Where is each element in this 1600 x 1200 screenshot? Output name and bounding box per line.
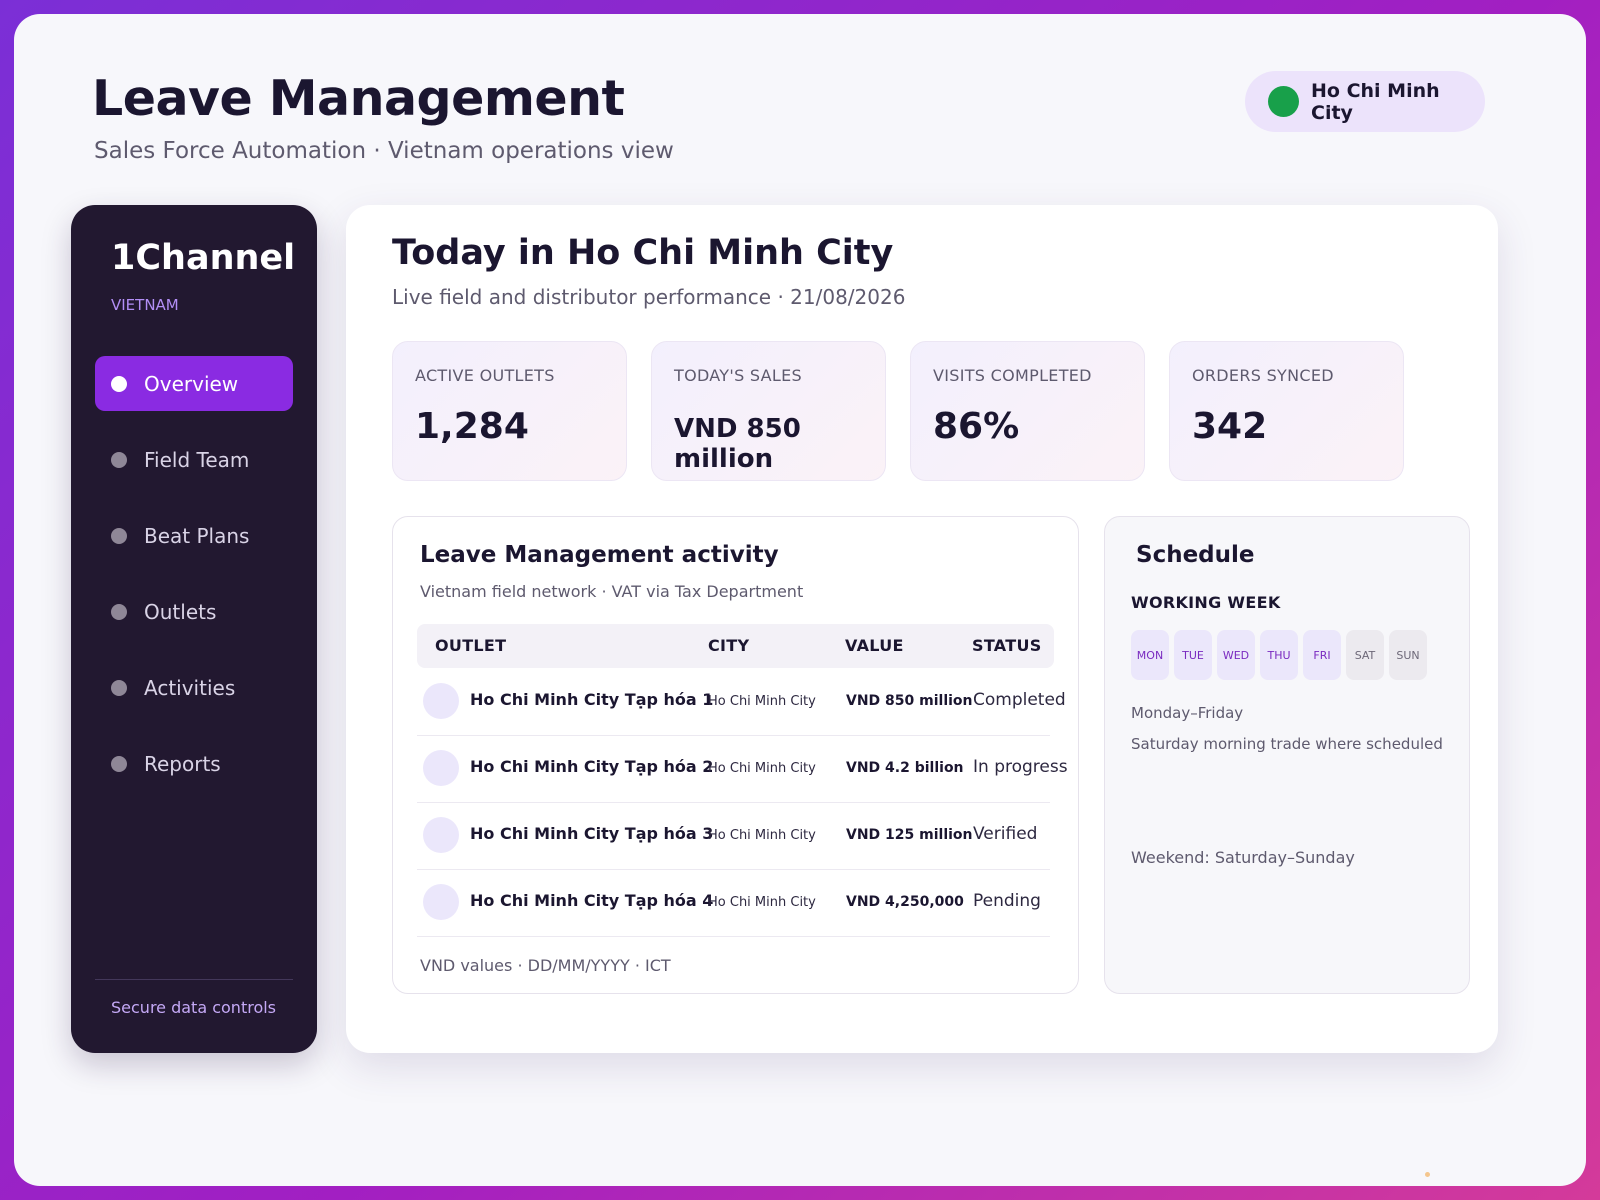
avatar [423,817,459,853]
column-header-outlet[interactable]: OUTLET [435,636,507,655]
status-dot-icon [1268,86,1299,117]
outlet-city: Ho Chi Minh City [708,761,816,776]
outlet-city: Ho Chi Minh City [708,694,816,709]
kpi-value: 1,284 [415,406,529,447]
kpi-label: TODAY'S SALES [674,366,803,385]
day-chip-sun[interactable]: SUN [1389,630,1427,680]
brand-country: VIETNAM [111,296,179,314]
kpi-card-todays-sales: TODAY'S SALES VND 850 million [651,341,886,481]
bullet-icon [111,451,127,468]
kpi-card-orders-synced: ORDERS SYNCED 342 [1169,341,1404,481]
kpi-value: 342 [1192,406,1268,447]
column-header-value[interactable]: VALUE [845,636,904,655]
sidebar-item-outlets[interactable]: Outlets [95,584,293,639]
kpi-label: ACTIVE OUTLETS [415,366,555,385]
sidebar-item-overview[interactable]: Overview [95,356,293,411]
kpi-card-active-outlets: ACTIVE OUTLETS 1,284 [392,341,627,481]
sidebar-item-label: Overview [144,371,239,396]
brand-logo-text: 1Channel [111,238,296,278]
main-title: Today in Ho Chi Minh City [392,233,894,273]
outlet-city: Ho Chi Minh City [708,828,816,843]
avatar [423,683,459,719]
schedule-panel: Schedule WORKING WEEK MON TUE WED THU FR… [1104,516,1470,994]
outlet-name: Ho Chi Minh City Tạp hóa 2 [470,757,714,776]
sidebar-item-field-team[interactable]: Field Team [95,432,293,487]
kpi-label: VISITS COMPLETED [933,366,1092,385]
day-chip-wed[interactable]: WED [1217,630,1255,680]
city-selector[interactable]: Ho Chi Minh City [1245,71,1485,132]
bullet-icon [111,375,127,392]
sidebar-item-label: Beat Plans [144,523,250,548]
table-footnote: VND values · DD/MM/YYYY · ICT [420,956,671,975]
column-header-city[interactable]: CITY [708,636,750,655]
outlet-value: VND 4.2 billion [846,760,964,776]
day-chip-mon[interactable]: MON [1131,630,1169,680]
outlet-name: Ho Chi Minh City Tạp hóa 4 [470,891,714,910]
bullet-icon [111,679,127,696]
sidebar-item-label: Outlets [144,599,217,624]
day-chip-thu[interactable]: THU [1260,630,1298,680]
app-frame: Leave Management Sales Force Automation … [14,14,1586,1186]
status-text: Completed [973,690,1066,710]
kpi-value: 86% [933,406,1020,447]
sidebar-item-beat-plans[interactable]: Beat Plans [95,508,293,563]
city-selector-label: Ho Chi Minh City [1311,79,1440,124]
sidebar-item-activities[interactable]: Activities [95,660,293,715]
bullet-icon [111,755,127,772]
table-row[interactable]: Ho Chi Minh City Tạp hóa 4 Ho Chi Minh C… [417,869,1050,937]
sidebar-item-label: Activities [144,675,236,700]
status-text: In progress [973,757,1068,777]
status-text: Pending [973,891,1041,911]
day-chip-sat[interactable]: SAT [1346,630,1384,680]
outlet-city: Ho Chi Minh City [708,895,816,910]
activity-subtitle: Vietnam field network · VAT via Tax Depa… [420,582,804,601]
day-picker: MON TUE WED THU FRI SAT SUN [1131,630,1432,680]
sidebar-item-label: Reports [144,751,221,776]
sidebar-item-label: Field Team [144,447,250,472]
outlet-name: Ho Chi Minh City Tạp hóa 3 [470,824,714,843]
outlet-value: VND 850 million [846,693,973,709]
kpi-value: VND 850 million [674,414,801,474]
sidebar: 1Channel VIETNAM Overview Field Team Bea… [71,205,317,1053]
table-row[interactable]: Ho Chi Minh City Tạp hóa 3 Ho Chi Minh C… [417,802,1050,870]
avatar [423,750,459,786]
table-row[interactable]: Ho Chi Minh City Tạp hóa 1 Ho Chi Minh C… [417,668,1066,736]
column-header-status[interactable]: STATUS [972,636,1042,655]
activity-title: Leave Management activity [420,542,779,568]
bullet-icon [111,603,127,620]
kpi-card-visits-completed: VISITS COMPLETED 86% [910,341,1145,481]
outlet-value: VND 4,250,000 [846,894,964,910]
bullet-icon [111,527,127,544]
outlet-name: Ho Chi Minh City Tạp hóa 1 [470,690,714,709]
activity-panel: Leave Management activity Vietnam field … [392,516,1079,994]
working-week-label: WORKING WEEK [1131,593,1281,612]
decorative-dot [1425,1172,1430,1177]
page-title: Leave Management [92,70,625,127]
schedule-title: Schedule [1136,542,1255,568]
main-subtitle: Live field and distributor performance ·… [392,285,906,309]
kpi-label: ORDERS SYNCED [1192,366,1334,385]
table-header: OUTLET CITY VALUE STATUS [417,624,1054,668]
sidebar-nav: Overview Field Team Beat Plans Outlets A… [95,356,293,812]
saturday-note: Saturday morning trade where scheduled [1131,735,1443,753]
secure-data-controls-link[interactable]: Secure data controls [111,998,277,1017]
day-chip-fri[interactable]: FRI [1303,630,1341,680]
main-panel: Today in Ho Chi Minh City Live field and… [346,205,1498,1053]
weekend-text: Weekend: Saturday–Sunday [1131,848,1355,867]
status-text: Verified [973,824,1038,844]
page-subtitle: Sales Force Automation · Vietnam operati… [94,138,674,164]
working-days-text: Monday–Friday [1131,704,1244,722]
sidebar-item-reports[interactable]: Reports [95,736,293,791]
outlet-value: VND 125 million [846,827,973,843]
day-chip-tue[interactable]: TUE [1174,630,1212,680]
avatar [423,884,459,920]
table-row[interactable]: Ho Chi Minh City Tạp hóa 2 Ho Chi Minh C… [417,735,1068,803]
sidebar-divider [95,979,293,980]
